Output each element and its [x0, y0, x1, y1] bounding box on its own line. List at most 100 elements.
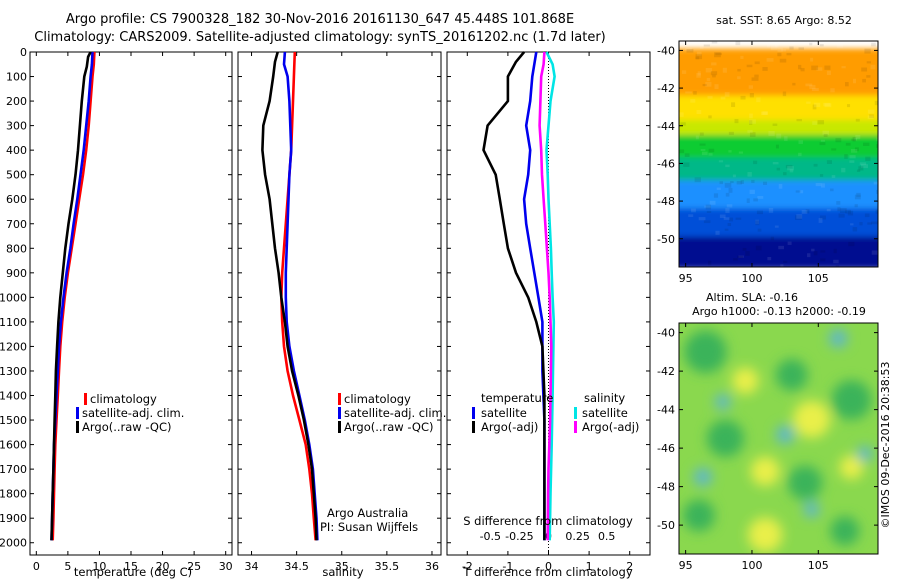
imos-timestamp: ©IMOS 09-Dec-2016 20:38:53 — [879, 362, 892, 529]
sst-speck — [785, 164, 793, 169]
profile-panel-difference: -2 -1 0 1 2-0.5 -0.25 0 0.25 0.5 — [446, 51, 651, 573]
sla-blob — [830, 516, 860, 546]
sst-speck — [724, 92, 730, 97]
sst-speck — [772, 162, 779, 165]
sst-speck — [679, 149, 685, 154]
x-tick-label: 34 — [245, 560, 259, 573]
salinity-frame — [237, 51, 442, 556]
sst-speck — [866, 75, 871, 78]
sst-speck — [749, 132, 756, 137]
sst-speck — [856, 192, 861, 198]
sst-speck — [816, 67, 823, 71]
sst-speck — [747, 129, 753, 133]
legend-t-argo: Argo(-adj) — [481, 420, 538, 434]
sst-speck — [690, 99, 696, 103]
sst-heatmap — [679, 41, 878, 267]
legend-swatch-s-satellite — [574, 407, 577, 419]
sst-speck — [699, 44, 704, 49]
map-y-tick-label: -46 — [657, 157, 675, 170]
sst-speck — [835, 265, 840, 267]
s-tick-label: 0.5 — [598, 530, 616, 543]
sst-speck — [855, 118, 860, 122]
sst-speck — [705, 204, 712, 210]
sst-speck — [724, 228, 729, 231]
sla-blob — [693, 467, 713, 487]
legend-climatology: climatology — [90, 392, 157, 406]
x-tick-label: 0 — [33, 560, 40, 573]
legend-swatch-t-argo — [472, 421, 475, 433]
sla-blob — [750, 456, 780, 486]
sst-speck — [871, 42, 876, 47]
sst-speck — [787, 241, 792, 245]
sst-speck — [746, 198, 750, 204]
map-y-tick-label: -46 — [657, 442, 675, 455]
sst-speck — [866, 61, 872, 64]
series-line-climatology — [51, 51, 96, 541]
sst-speck — [685, 91, 692, 94]
sst-speck — [767, 256, 772, 261]
series-line-argo-raw-qc- — [261, 51, 318, 541]
series-line-argo-adj- — [482, 51, 546, 541]
sst-speck — [846, 104, 851, 108]
sst-speck — [683, 162, 690, 167]
sst-speck — [713, 193, 719, 198]
sla-blob — [714, 393, 731, 410]
sst-speck — [873, 42, 878, 47]
sst-speck — [756, 210, 764, 215]
sst-speck — [873, 181, 878, 185]
map-y-tick-label: -44 — [657, 120, 675, 133]
sst-speck — [738, 151, 744, 154]
sst-speck — [780, 264, 784, 267]
y-tick-label: 400 — [6, 144, 27, 157]
map-x-tick-label: 95 — [679, 272, 693, 285]
y-tick-label: 1600 — [0, 439, 27, 452]
sst-speck — [869, 114, 874, 118]
sst-speck — [695, 54, 703, 60]
sst-speck — [729, 217, 734, 222]
sst-speck — [854, 147, 859, 152]
sst-speck — [737, 255, 744, 259]
sst-speck — [856, 169, 861, 172]
sst-speck — [728, 187, 733, 193]
sst-speck — [867, 115, 874, 120]
sst-speck — [845, 209, 851, 214]
sst-speck — [696, 72, 701, 78]
sst-speck — [762, 111, 769, 115]
sst-speck — [858, 166, 864, 171]
sst-speck — [813, 251, 818, 256]
sst-speck — [826, 70, 831, 76]
sst-speck — [838, 213, 845, 218]
sst-speck — [768, 131, 775, 137]
sst-speck — [826, 208, 831, 212]
sst-speck — [693, 91, 697, 95]
sst-speck — [779, 58, 787, 63]
sst-speck — [701, 151, 708, 156]
sst-speck — [698, 217, 706, 221]
difference-legend: temperature salinity satellite satellite… — [463, 391, 639, 528]
sst-speck — [737, 76, 741, 80]
sst-speck — [798, 152, 802, 157]
sst-speck — [716, 187, 721, 190]
sst-speck — [837, 207, 841, 212]
map-y-tick-label: -50 — [657, 233, 675, 246]
map-y-tick-label: -48 — [657, 195, 675, 208]
sst-speck — [714, 84, 719, 90]
sst-speck — [871, 250, 878, 255]
sst-speck — [811, 65, 819, 71]
map-y-tick-label: -40 — [657, 327, 675, 340]
x-tick-label: 36 — [425, 560, 439, 573]
sst-speck — [734, 118, 739, 124]
sst-speck — [711, 62, 717, 66]
legend-swatch-climatology — [338, 393, 341, 405]
sst-speck — [737, 68, 741, 72]
sst-speck — [823, 133, 828, 137]
profile-panel-salinity: 34 34.5 35 35.5 36 — [237, 51, 442, 573]
sst-speck — [727, 222, 732, 227]
sst-speck — [835, 137, 842, 143]
y-tick-label: 1000 — [0, 291, 27, 304]
sla-blob — [803, 501, 820, 518]
sst-speck — [715, 230, 720, 235]
sst-speck — [859, 162, 867, 166]
sst-speck — [751, 77, 759, 81]
sst-speck — [820, 258, 826, 262]
